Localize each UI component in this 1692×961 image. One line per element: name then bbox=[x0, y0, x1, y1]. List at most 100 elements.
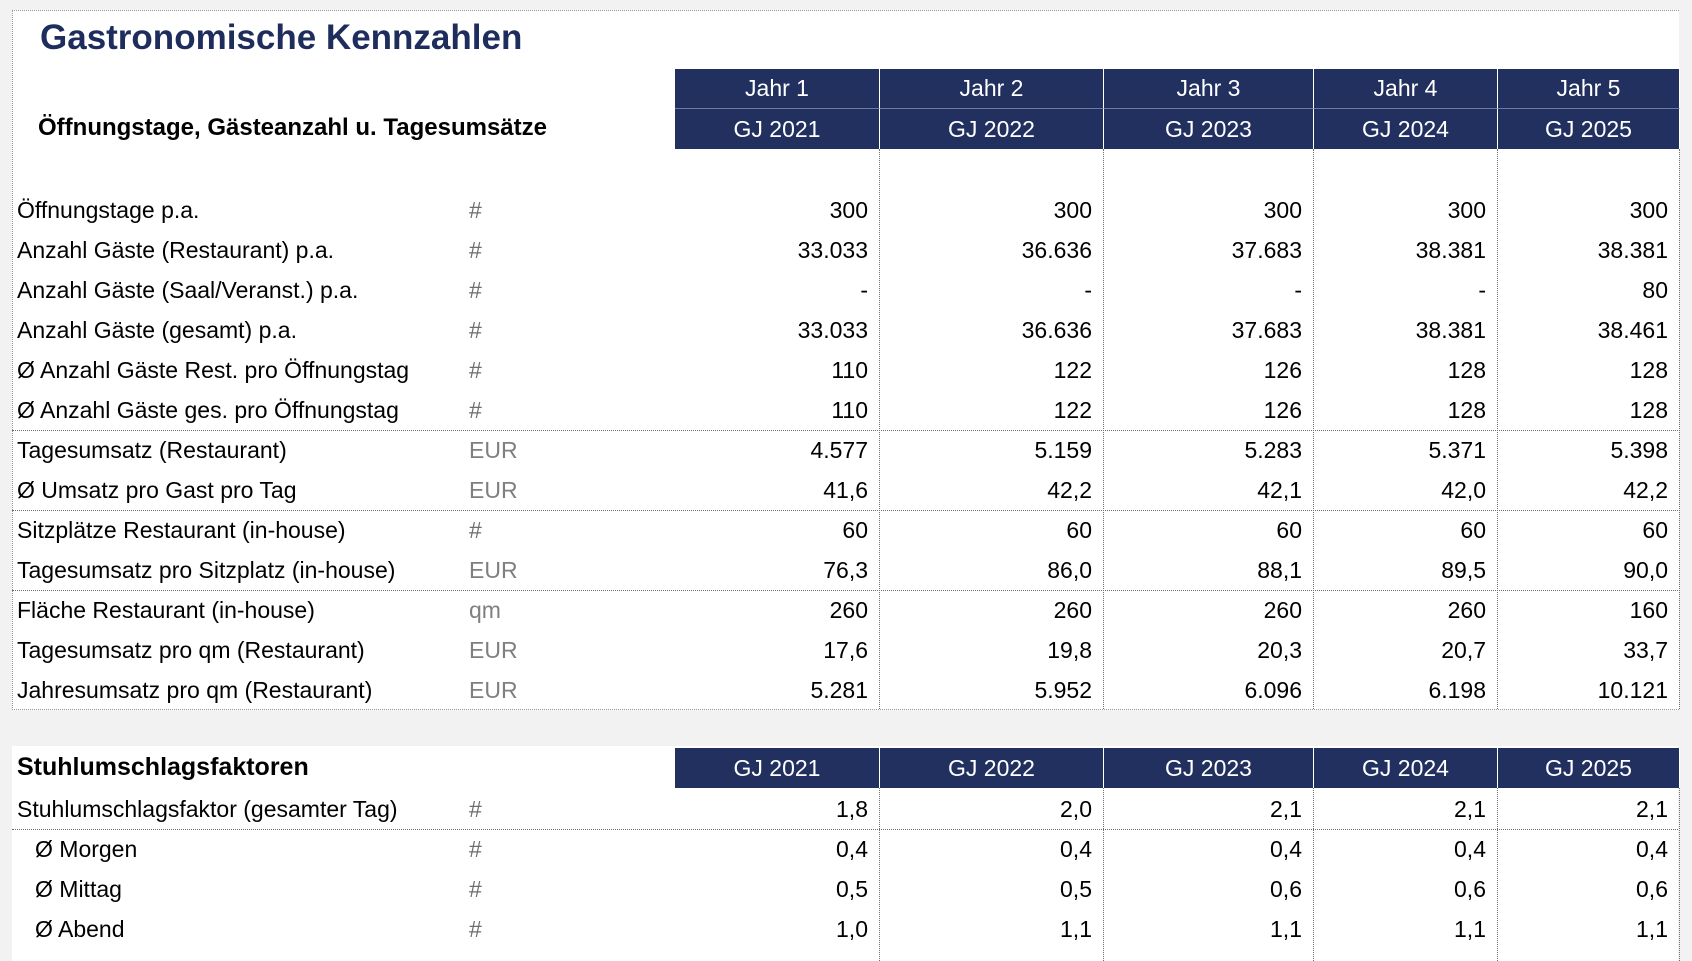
cell-value: 0,6 bbox=[1454, 876, 1486, 902]
row-label: Öffnungstage p.a. bbox=[17, 197, 200, 223]
row-label: Ø Umsatz pro Gast pro Tag bbox=[17, 477, 297, 503]
cell-value: 60 bbox=[1276, 517, 1302, 543]
year-header: Jahr 3 bbox=[1104, 69, 1314, 109]
table-row: Jahresumsatz pro qm (Restaurant) EUR 5.281… bbox=[0, 670, 1692, 710]
table-row: Tagesumsatz pro Sitzplatz (in-house) EUR 7… bbox=[0, 550, 1692, 590]
table-row: Tagesumsatz (Restaurant) EUR 4.577 5.159 5.2… bbox=[0, 430, 1692, 470]
cell-value: 300 bbox=[1263, 197, 1302, 223]
table-row: Fläche Restaurant (in-house) qm 260 260 260 2… bbox=[0, 590, 1692, 630]
fiscal-year-header: GJ 2021 bbox=[675, 109, 880, 149]
cell-value: 33.033 bbox=[797, 317, 868, 343]
cell-value: 76,3 bbox=[823, 557, 868, 583]
cell-value: 20,3 bbox=[1257, 637, 1302, 663]
row-unit: EUR bbox=[469, 477, 518, 503]
section-title-oeffnungstage: Öffnungstage, Gästeanzahl u. Tagesumsätz… bbox=[38, 114, 547, 141]
cell-value: - bbox=[1294, 277, 1302, 303]
cell-value: 33,7 bbox=[1623, 637, 1668, 663]
fiscal-year-header: GJ 2025 bbox=[1498, 748, 1680, 788]
row-label: Stuhlumschlagsfaktor (gesamter Tag) bbox=[17, 796, 398, 822]
cell-value: 4.577 bbox=[810, 437, 868, 463]
table-row: Ø Mittag #0,5 0,5 0,6 0,6 0,6 bbox=[0, 869, 1692, 909]
cell-value: 1,1 bbox=[1270, 916, 1302, 942]
fiscal-year-header: GJ 2021 bbox=[675, 748, 880, 788]
cell-value: 0,4 bbox=[1060, 836, 1092, 862]
cell-value: 5.283 bbox=[1244, 437, 1302, 463]
cell-value: 60 bbox=[842, 517, 868, 543]
table-row: Öffnungstage p.a. #300 300 300 300 300 bbox=[0, 190, 1692, 230]
year-header: Jahr 4 bbox=[1314, 69, 1498, 109]
table-row: Ø Abend #1,0 1,1 1,1 1,1 1,1 bbox=[0, 909, 1692, 949]
table-row: Tagesumsatz pro qm (Restaurant) EUR 17,6 19… bbox=[0, 630, 1692, 670]
cell-value: 38.381 bbox=[1597, 237, 1668, 263]
cell-value: 110 bbox=[831, 397, 868, 423]
cell-value: 126 bbox=[1263, 357, 1302, 383]
cell-value: 1,8 bbox=[836, 796, 868, 822]
table-row: Anzahl Gäste (Saal/Veranst.) p.a. # - - - - 80 bbox=[0, 270, 1692, 310]
row-label: Tagesumsatz pro qm (Restaurant) bbox=[17, 637, 365, 663]
cell-value: 33.033 bbox=[797, 237, 868, 263]
cell-value: 0,4 bbox=[1270, 836, 1302, 862]
cell-value: 2,0 bbox=[1060, 796, 1092, 822]
cell-value: 36.636 bbox=[1021, 317, 1092, 343]
row-label: Ø Mittag bbox=[35, 876, 122, 902]
fiscal-year-header: GJ 2023 bbox=[1104, 748, 1314, 788]
cell-value: 0,4 bbox=[836, 836, 868, 862]
group-divider bbox=[12, 590, 1678, 591]
fiscal-year-header: GJ 2022 bbox=[880, 748, 1104, 788]
cell-value: 60 bbox=[1066, 517, 1092, 543]
row-unit: # bbox=[469, 517, 482, 543]
table-row: Stuhlumschlagsfaktor (gesamter Tag) #1,8 2… bbox=[0, 789, 1692, 829]
row-unit: EUR bbox=[469, 557, 518, 583]
cell-value: 10.121 bbox=[1597, 677, 1668, 703]
cell-value: 60 bbox=[1460, 517, 1486, 543]
cell-value: 42,0 bbox=[1441, 477, 1486, 503]
row-unit: # bbox=[469, 237, 482, 263]
cell-value: 0,6 bbox=[1270, 876, 1302, 902]
cell-value: 42,2 bbox=[1047, 477, 1092, 503]
table-row: Ø Morgen #0,4 0,4 0,4 0,4 0,4 bbox=[0, 829, 1692, 869]
cell-value: 17,6 bbox=[823, 637, 868, 663]
group-divider bbox=[12, 430, 1678, 431]
cell-value: 37.683 bbox=[1231, 317, 1302, 343]
section-title-stuhlumschlag: Stuhlumschlagsfaktoren bbox=[17, 753, 309, 781]
cell-value: 0,5 bbox=[1060, 876, 1092, 902]
cell-value: 1,1 bbox=[1060, 916, 1092, 942]
cell-value: 110 bbox=[831, 357, 868, 383]
table-row: Ø Anzahl Gäste ges. pro Öffnungstag #110 1… bbox=[0, 390, 1692, 430]
cell-value: 1,1 bbox=[1636, 916, 1668, 942]
row-label: Sitzplätze Restaurant (in-house) bbox=[17, 517, 346, 543]
cell-value: 89,5 bbox=[1441, 557, 1486, 583]
row-unit: # bbox=[469, 317, 482, 343]
cell-value: 5.398 bbox=[1610, 437, 1668, 463]
cell-value: 6.198 bbox=[1428, 677, 1486, 703]
cell-value: 86,0 bbox=[1047, 557, 1092, 583]
cell-value: 0,6 bbox=[1636, 876, 1668, 902]
cell-value: 88,1 bbox=[1257, 557, 1302, 583]
row-label: Ø Anzahl Gäste Rest. pro Öffnungstag bbox=[17, 357, 410, 383]
cell-value: 122 bbox=[1053, 357, 1092, 383]
cell-value: 42,1 bbox=[1257, 477, 1302, 503]
row-unit: # bbox=[469, 836, 482, 862]
cell-value: 260 bbox=[829, 597, 868, 623]
table-row: Ø Umsatz pro Gast pro Tag EUR 41,6 42,2 42,1… bbox=[0, 470, 1692, 510]
fiscal-year-header: GJ 2024 bbox=[1314, 109, 1498, 149]
fiscal-year-header: GJ 2022 bbox=[880, 109, 1104, 149]
cell-value: 19,8 bbox=[1047, 637, 1092, 663]
row-label: Fläche Restaurant (in-house) bbox=[17, 597, 315, 623]
row-label: Anzahl Gäste (gesamt) p.a. bbox=[17, 317, 297, 343]
column-divider bbox=[879, 788, 880, 961]
row-unit: # bbox=[469, 916, 482, 942]
cell-value: 300 bbox=[1629, 197, 1668, 223]
cell-value: 300 bbox=[1053, 197, 1092, 223]
cell-value: 5.371 bbox=[1428, 437, 1486, 463]
row-label: Tagesumsatz pro Sitzplatz (in-house) bbox=[17, 557, 396, 583]
cell-value: 300 bbox=[1447, 197, 1486, 223]
table-row: Sitzplätze Restaurant (in-house) #60 60 60 6… bbox=[0, 510, 1692, 550]
cell-value: 160 bbox=[1629, 597, 1668, 623]
cell-value: - bbox=[1084, 277, 1092, 303]
cell-value: 60 bbox=[1642, 517, 1668, 543]
cell-value: 0,4 bbox=[1454, 836, 1486, 862]
page-title: Gastronomische Kennzahlen bbox=[40, 18, 523, 57]
row-label: Jahresumsatz pro qm (Restaurant) bbox=[17, 677, 373, 703]
fiscal-year-header: GJ 2023 bbox=[1104, 109, 1314, 149]
